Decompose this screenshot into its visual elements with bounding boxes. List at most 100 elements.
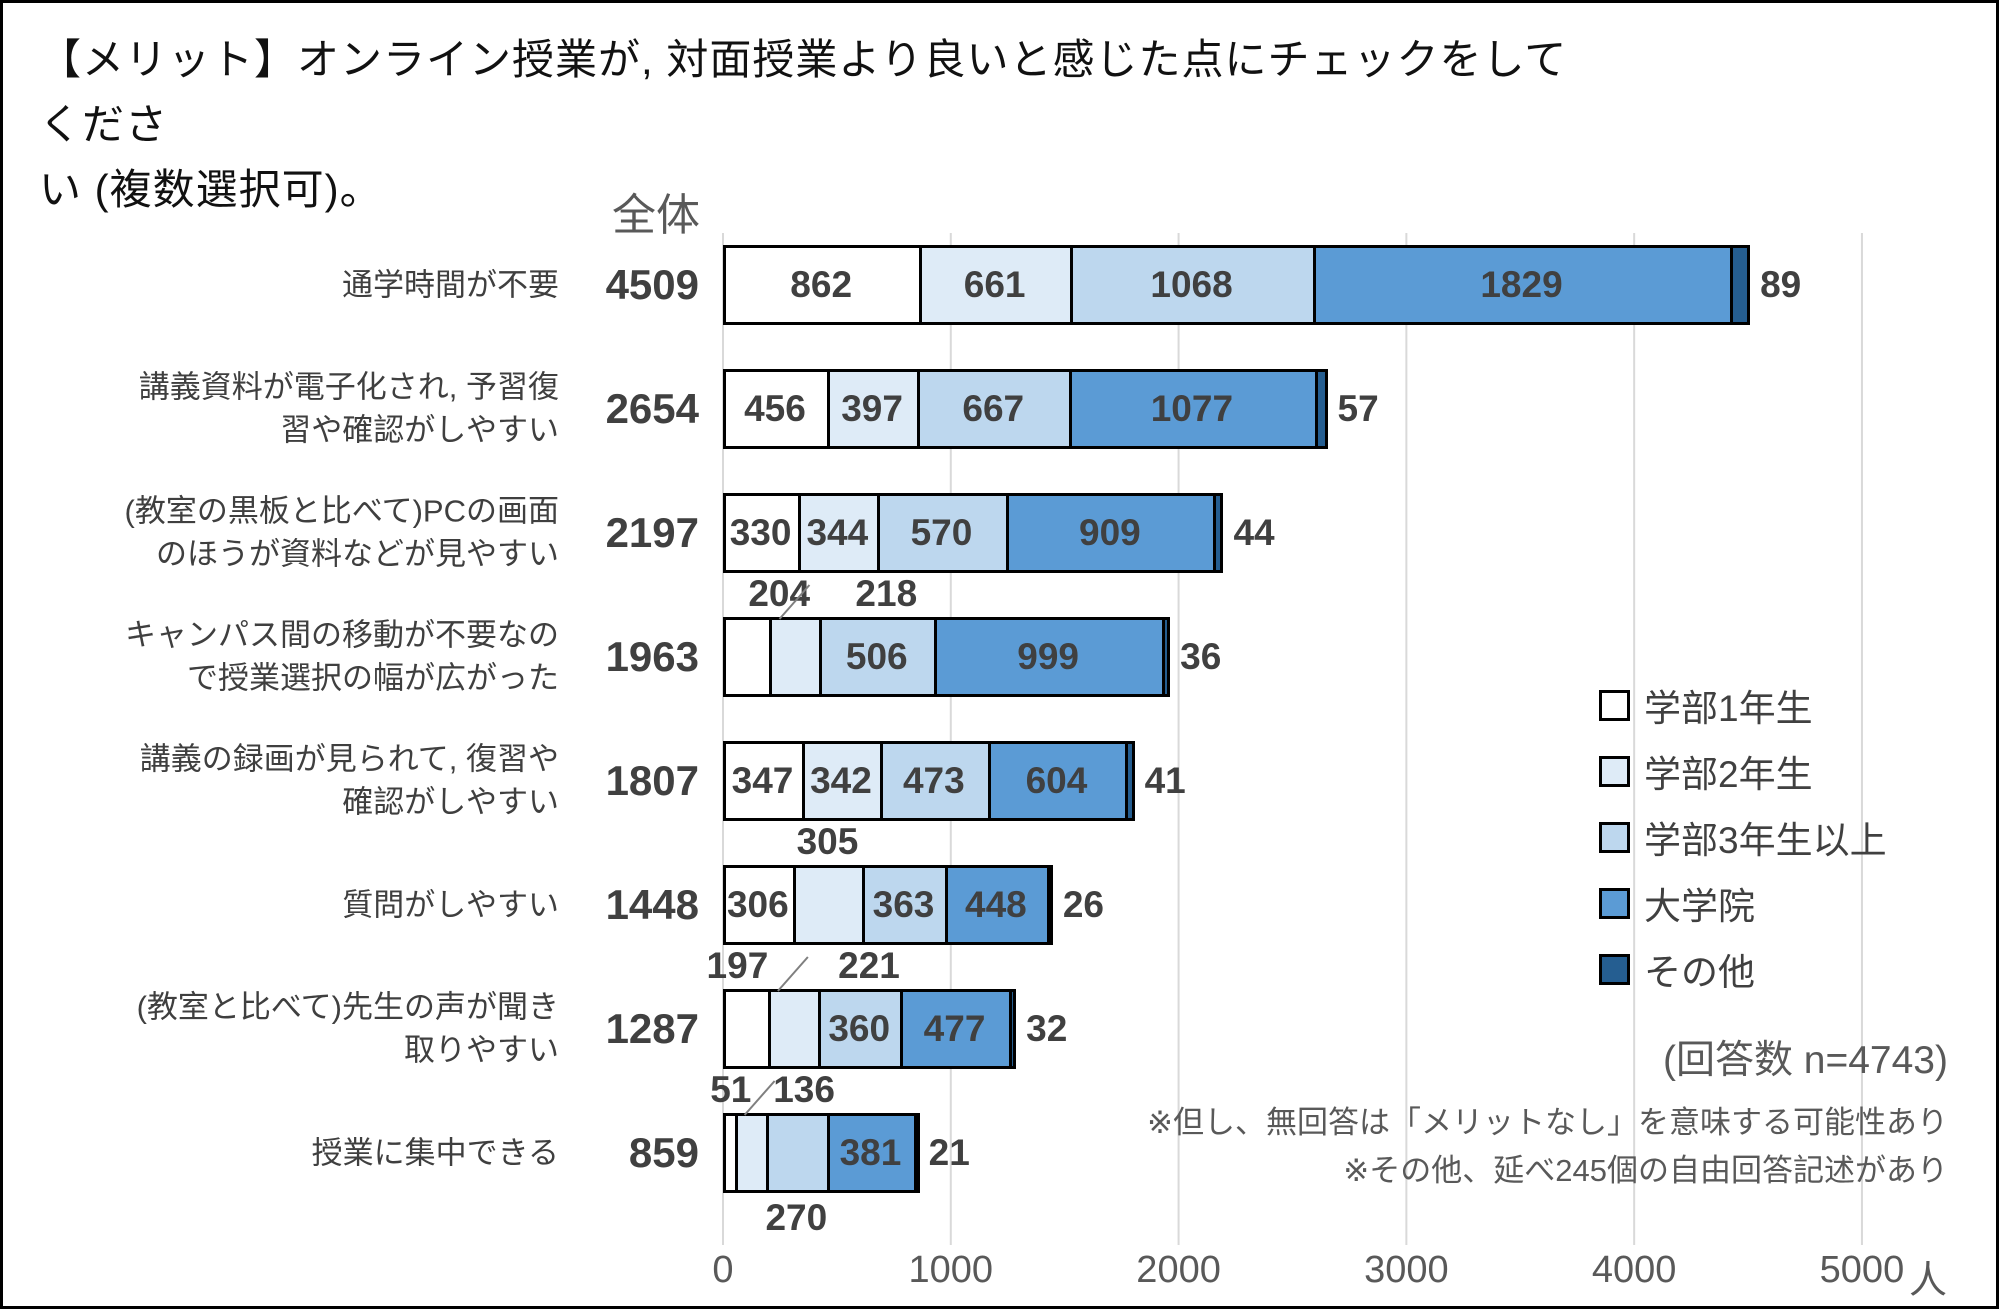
segment-value-callout: 221	[838, 945, 900, 986]
bar-segment-3	[818, 989, 904, 1069]
segment-value: 448	[965, 884, 1027, 925]
total-value: 2197	[605, 509, 699, 556]
bar-segment-5	[1046, 865, 1053, 945]
category-label: (教室と比べて)先生の声が聞き 取りやすい	[136, 989, 559, 1068]
bar-segment-4	[944, 865, 1050, 945]
segment-value-outside: 41	[1144, 760, 1186, 801]
total-value: 1287	[605, 1005, 699, 1052]
legend-label: 学部3年生以上	[1644, 820, 1887, 861]
legend-label: その他	[1644, 952, 1755, 993]
segment-value-outside: 57	[1337, 388, 1379, 429]
total-value: 2654	[605, 385, 699, 432]
category-label: 授業に集中できる	[311, 1135, 559, 1171]
category-label: 講義の録画が見られて, 復習や 確認がしやすい	[139, 741, 559, 820]
bar-segment-5	[1213, 493, 1224, 573]
segment-value-callout: 136	[773, 1069, 835, 1110]
bar-segment-2	[769, 617, 823, 697]
segment-value: 1077	[1150, 388, 1234, 429]
legend-swatch	[1599, 821, 1630, 853]
segment-value-outside: 44	[1233, 512, 1275, 553]
legend-item: 学部2年生	[1599, 738, 1887, 804]
bar-segment-2	[767, 989, 822, 1069]
bar-segment-1	[723, 369, 830, 449]
bar-segment-1	[723, 989, 771, 1069]
segment-value-callout: 218	[855, 573, 918, 614]
segment-value: 477	[923, 1008, 986, 1049]
legend-label: 学部1年生	[1644, 688, 1813, 729]
footnote-1: ※但し、無回答は「メリットなし」を意味する可能性あり	[1147, 1105, 1948, 1140]
footnote-2: ※その他、延べ245個の自由回答記述があり	[1343, 1153, 1948, 1188]
segment-value: 999	[1017, 636, 1080, 677]
segment-value: 909	[1079, 512, 1141, 553]
segment-value-callout: 270	[765, 1197, 828, 1238]
bar-segment-2	[734, 1113, 769, 1193]
bar-segment-1	[723, 617, 773, 697]
bar-segment-3	[879, 741, 991, 821]
legend-swatch	[1599, 887, 1630, 919]
bar-segment-1	[723, 741, 806, 821]
legend-label: 学部2年生	[1644, 754, 1813, 795]
segment-value: 397	[841, 388, 903, 429]
bar-segment-5	[1314, 369, 1328, 449]
total-value: 1963	[605, 633, 699, 680]
segment-value-callout: 197	[706, 945, 769, 986]
segment-value: 344	[806, 512, 869, 553]
segment-value-callout: 305	[796, 821, 859, 862]
bar-segment-1	[723, 493, 802, 573]
segment-value: 1829	[1480, 264, 1563, 305]
segment-value: 306	[726, 884, 789, 925]
legend-swatch	[1599, 755, 1630, 787]
bar-segment-3	[917, 369, 1073, 449]
segment-value-outside: 89	[1760, 264, 1802, 305]
segment-value: 661	[963, 264, 1026, 305]
bar-segment-2	[798, 493, 880, 573]
bar-segment-4	[934, 617, 1165, 697]
category-label: 講義資料が電子化され, 予習復 習や確認がしやすい	[138, 369, 559, 448]
bar-segment-4	[827, 1113, 917, 1193]
x-axis-unit: 人	[1909, 1260, 1948, 1302]
bar-segment-1	[723, 245, 923, 325]
total-value: 4509	[605, 261, 699, 308]
bar-segment-3	[819, 617, 938, 697]
segment-value: 363	[872, 884, 935, 925]
segment-value-outside: 32	[1026, 1008, 1068, 1049]
total-column-header: 全体	[612, 191, 700, 240]
category-label: (教室の黒板と比べて)PCの画面 のほうが資料などが見やすい	[124, 493, 559, 572]
x-axis-tick: 1000	[908, 1249, 994, 1291]
bar-segment-3	[876, 493, 1010, 573]
segment-value: 506	[845, 636, 908, 677]
bar-segment-5	[1729, 245, 1751, 325]
segment-value: 1068	[1150, 264, 1233, 305]
segment-value-outside: 36	[1180, 636, 1222, 677]
bar-segment-4	[1313, 245, 1733, 325]
response-count: (回答数 n=4743)	[1662, 1039, 1948, 1082]
segment-value-outside: 26	[1062, 884, 1104, 925]
bar-segment-1	[723, 865, 796, 945]
segment-value-outside: 21	[928, 1132, 970, 1173]
bar-segment-4	[987, 741, 1129, 821]
total-value: 1448	[605, 881, 699, 928]
x-axis-tick: 0	[712, 1249, 734, 1291]
legend-swatch	[1599, 953, 1630, 985]
x-axis-tick: 4000	[1591, 1249, 1677, 1291]
legend-item: その他	[1599, 936, 1887, 1002]
legend-item: 大学院	[1599, 870, 1887, 936]
bar-segment-4	[1069, 369, 1318, 449]
segment-value: 360	[828, 1008, 891, 1049]
legend-item: 学部3年生以上	[1599, 804, 1887, 870]
segment-value: 381	[839, 1132, 902, 1173]
bar-segment-2	[792, 865, 866, 945]
segment-value: 347	[731, 760, 794, 801]
x-axis-tick: 3000	[1364, 1249, 1449, 1291]
legend-item: 学部1年生	[1599, 672, 1887, 738]
total-value: 1807	[605, 757, 699, 804]
x-axis-tick: 2000	[1136, 1249, 1221, 1291]
bar-segment-5	[913, 1113, 920, 1193]
bar-segment-3	[765, 1113, 831, 1193]
total-value: 859	[628, 1129, 699, 1176]
bar-segment-5	[1125, 741, 1135, 821]
bar-segment-5	[1161, 617, 1171, 697]
segment-value: 456	[744, 388, 806, 429]
segment-value: 330	[729, 512, 792, 553]
